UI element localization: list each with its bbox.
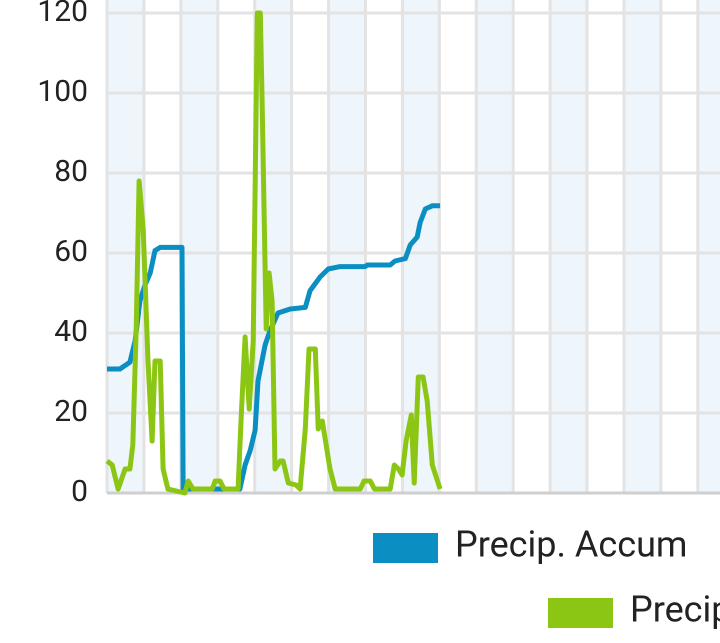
y-tick-label: 120: [37, 0, 88, 29]
y-tick-label: 40: [54, 314, 88, 349]
band: [476, 0, 514, 493]
y-tick-label: 100: [37, 74, 88, 109]
band: [697, 0, 720, 493]
labels: 0 20 40 60 80 100 120: [37, 0, 88, 509]
legend-label: Precip: [630, 589, 720, 631]
y-tick-label: 60: [54, 234, 88, 269]
band: [328, 0, 366, 493]
y-tick-label: 20: [54, 394, 88, 429]
lines: [105, 10, 443, 496]
legend-label: Precip. Accum: [455, 524, 688, 566]
y-tick-label: 80: [54, 154, 88, 189]
y-tick-label: 0: [71, 474, 88, 509]
band: [623, 0, 661, 493]
band: [550, 0, 588, 493]
series-line: [105, 10, 443, 496]
band: [180, 0, 218, 493]
legend-swatch: [548, 598, 613, 628]
legend-swatch: [373, 533, 438, 563]
legend: Precip. Accum Precip: [373, 524, 720, 631]
